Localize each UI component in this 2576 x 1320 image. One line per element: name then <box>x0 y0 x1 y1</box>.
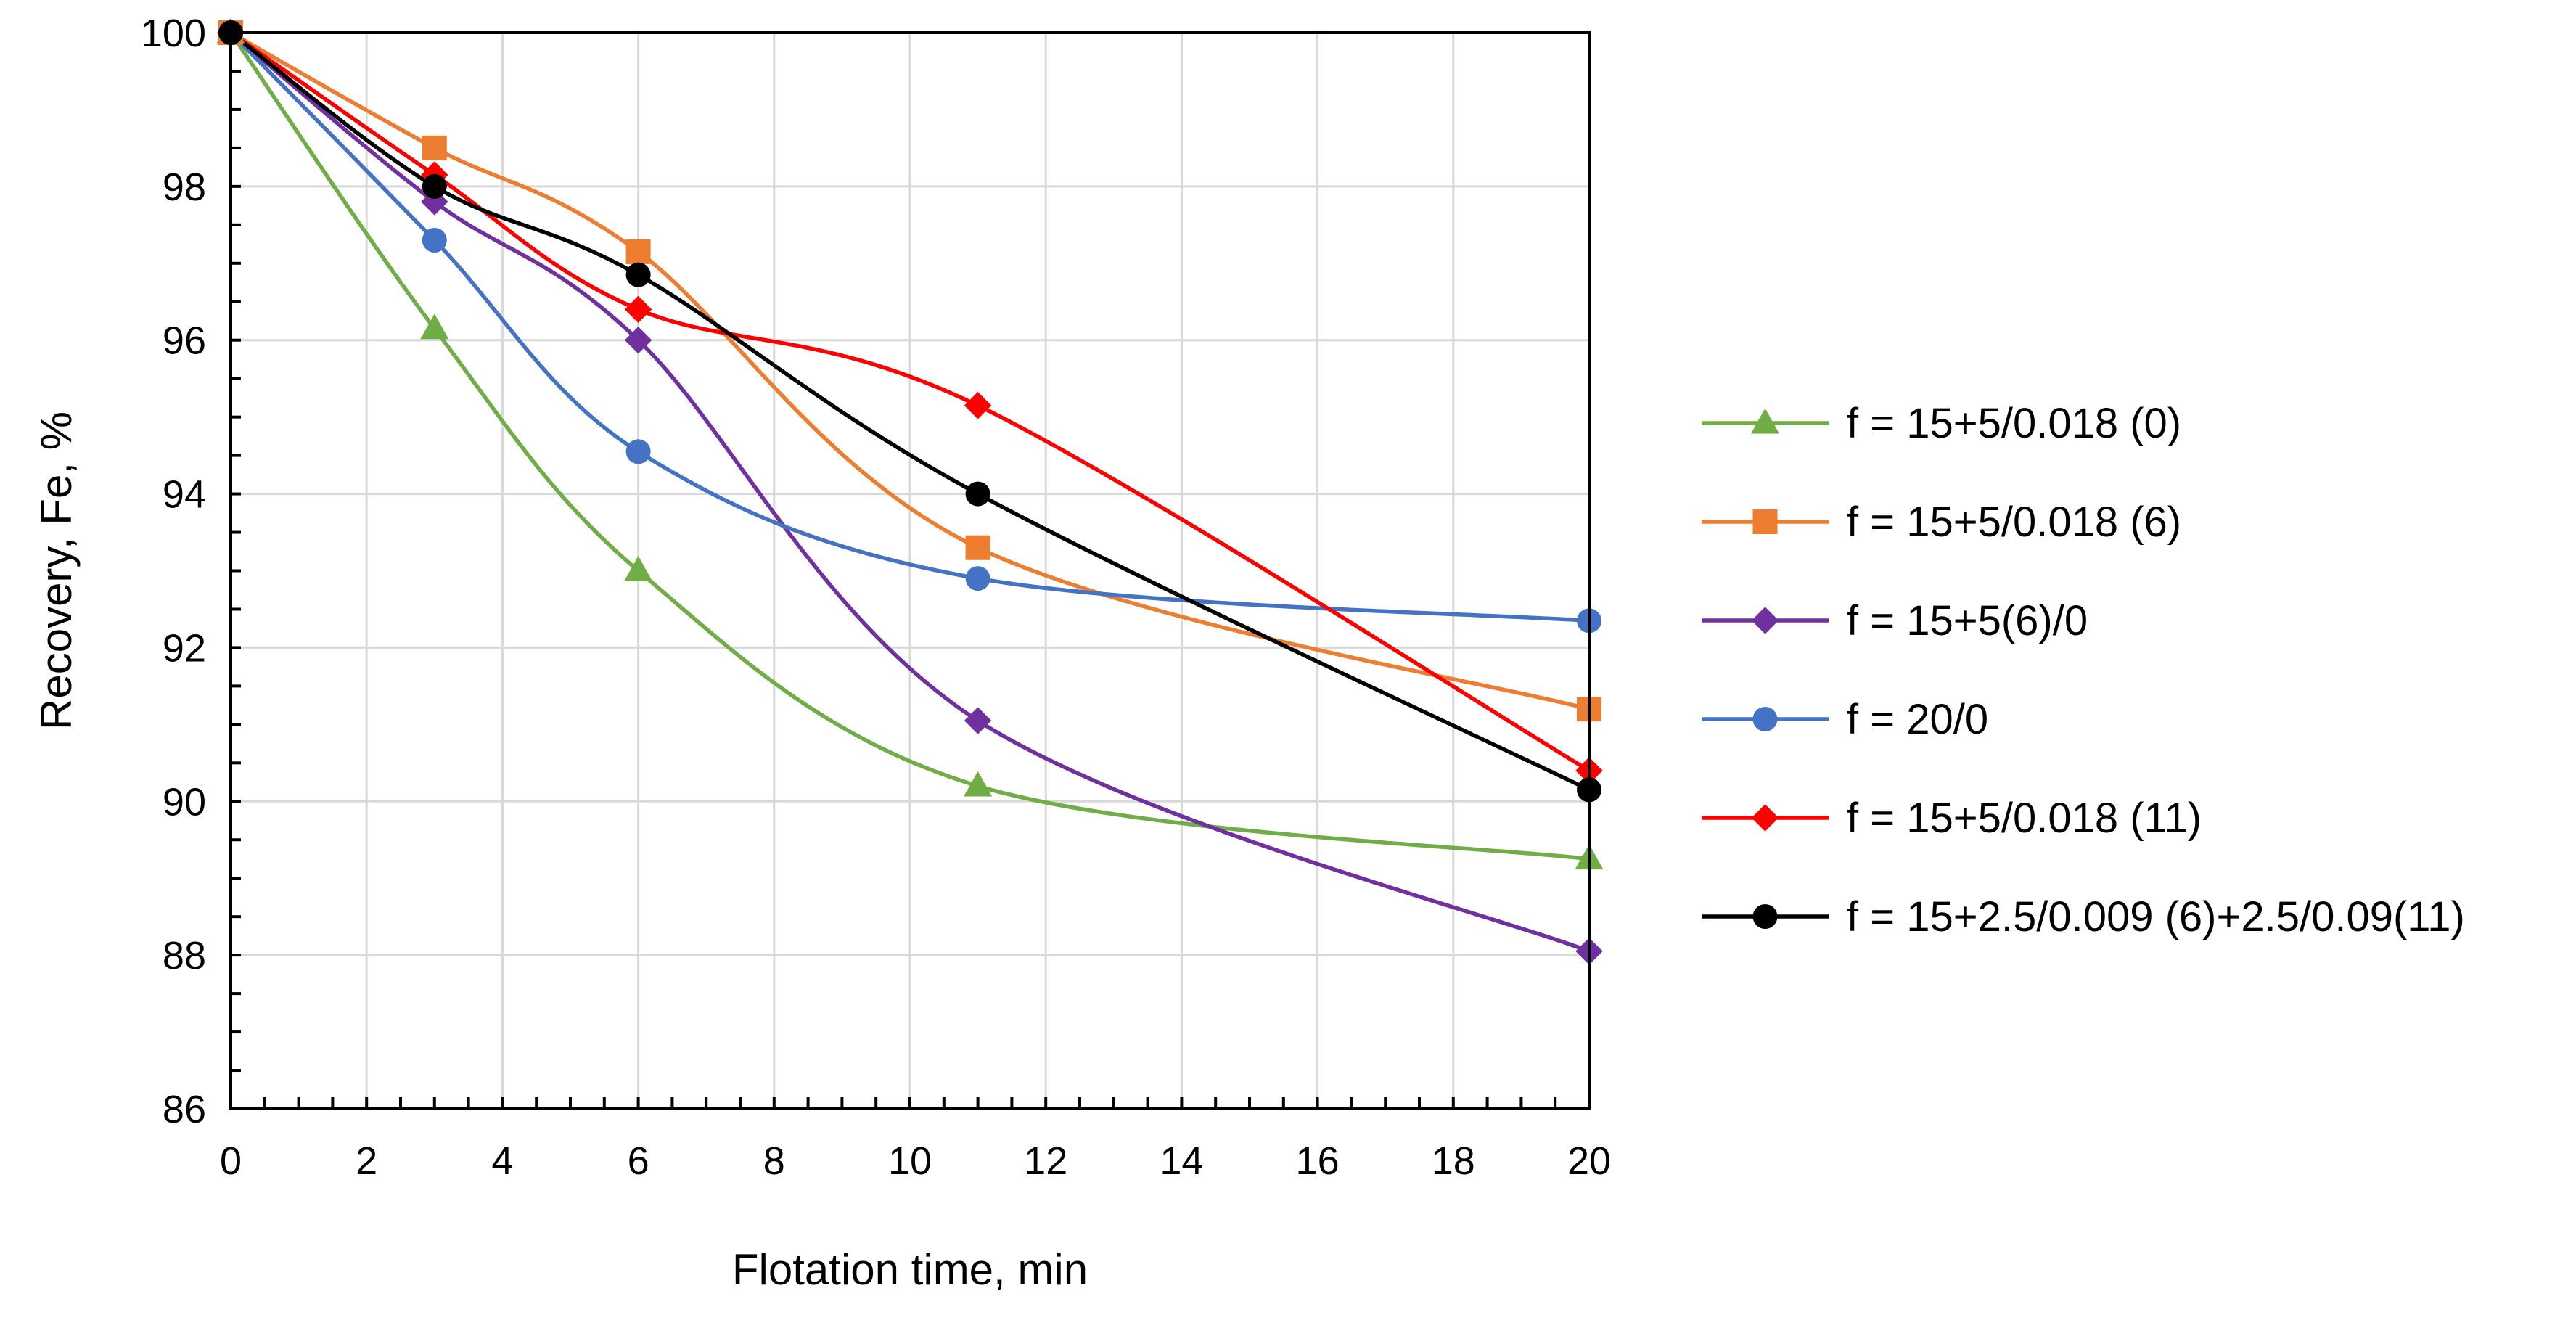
data-point-3-3 <box>965 566 990 591</box>
legend-label: f = 15+2.5/0.009 (6)+2.5/0.09(11) <box>1847 893 2465 940</box>
data-point-3-2 <box>625 439 651 464</box>
data-point-3-1 <box>422 228 447 253</box>
series-line-3 <box>229 31 1590 623</box>
legend-item-0: f = 15+5/0.018 (0) <box>1702 400 2181 447</box>
legend-marker <box>1752 707 1778 731</box>
y-tick-label: 92 <box>163 626 206 670</box>
x-axis-title: Flotation time, min <box>732 1245 1088 1294</box>
legend-item-1: f = 15+5/0.018 (6) <box>1702 499 2181 546</box>
data-point-1-1 <box>422 135 447 160</box>
x-tick-label: 4 <box>491 1139 513 1183</box>
series-lines <box>229 30 1591 954</box>
data-point-4-3 <box>964 392 992 419</box>
plot-frame <box>229 31 1591 1110</box>
series-line-2 <box>229 30 1590 954</box>
x-tick-labels: 0 2 4 6 8 10 12 14 16 18 20 <box>220 1139 1611 1183</box>
data-point-5-1 <box>422 173 447 199</box>
y-tick-label: 90 <box>163 780 206 824</box>
legend-label: f = 15+5/0.018 (6) <box>1847 499 2181 546</box>
x-tick-label: 8 <box>763 1139 785 1183</box>
legend-marker <box>1750 408 1780 434</box>
x-tick-label: 2 <box>356 1139 377 1183</box>
legend-label: f = 15+5/0.018 (11) <box>1847 795 2202 842</box>
legend-marker <box>1752 904 1778 929</box>
x-tick-label: 16 <box>1296 1139 1340 1183</box>
legend-item-5: f = 15+2.5/0.009 (6)+2.5/0.09(11) <box>1702 893 2465 940</box>
legend-marker <box>1751 607 1779 634</box>
legend-item-4: f = 15+5/0.018 (11) <box>1702 795 2202 842</box>
data-point-5-3 <box>965 481 990 507</box>
legend-item-3: f = 20/0 <box>1702 696 1988 743</box>
legend-label: f = 15+5/0.018 (0) <box>1847 400 2181 447</box>
y-tick-label: 86 <box>163 1088 206 1131</box>
y-tick-label: 96 <box>163 319 206 363</box>
series-line-0 <box>229 31 1590 861</box>
x-tick-label: 10 <box>888 1139 932 1183</box>
x-tick-label: 14 <box>1160 1139 1203 1183</box>
data-point-4-2 <box>624 295 652 324</box>
legend-marker <box>1751 804 1779 832</box>
y-tick-label: 94 <box>163 473 206 517</box>
y-tick-label: 100 <box>141 12 206 55</box>
data-point-0-3 <box>964 771 993 797</box>
y-tick-label: 88 <box>163 934 206 977</box>
legend-label: f = 20/0 <box>1847 696 1988 743</box>
data-point-2-1 <box>421 188 448 216</box>
x-tick-label: 20 <box>1567 1139 1611 1183</box>
data-point-2-2 <box>624 327 652 354</box>
data-point-2-3 <box>964 707 992 734</box>
legend-marker <box>1752 509 1778 534</box>
x-tick-label: 18 <box>1432 1139 1475 1183</box>
legend-item-2: f = 15+5(6)/0 <box>1702 597 2088 644</box>
series-line-1 <box>229 30 1590 711</box>
data-point-1-2 <box>625 239 651 264</box>
data-point-0-2 <box>624 556 653 581</box>
data-point-0-1 <box>420 313 449 340</box>
y-axis-title: Recovery, Fe, % <box>32 411 81 730</box>
data-point-1-3 <box>965 535 990 560</box>
x-tick-label: 12 <box>1024 1139 1067 1183</box>
data-point-5-2 <box>625 262 651 287</box>
series-line-5 <box>229 30 1591 792</box>
y-tick-label: 98 <box>163 165 206 209</box>
legend-label: f = 15+5(6)/0 <box>1847 597 2088 644</box>
legend: f = 15+5/0.018 (0) f = 15+5/0.018 (6) f = … <box>1702 400 2465 940</box>
x-tick-label: 0 <box>220 1139 242 1183</box>
y-tick-labels: 86 88 90 92 94 96 98 100 <box>141 12 206 1131</box>
x-tick-label: 6 <box>628 1139 649 1183</box>
